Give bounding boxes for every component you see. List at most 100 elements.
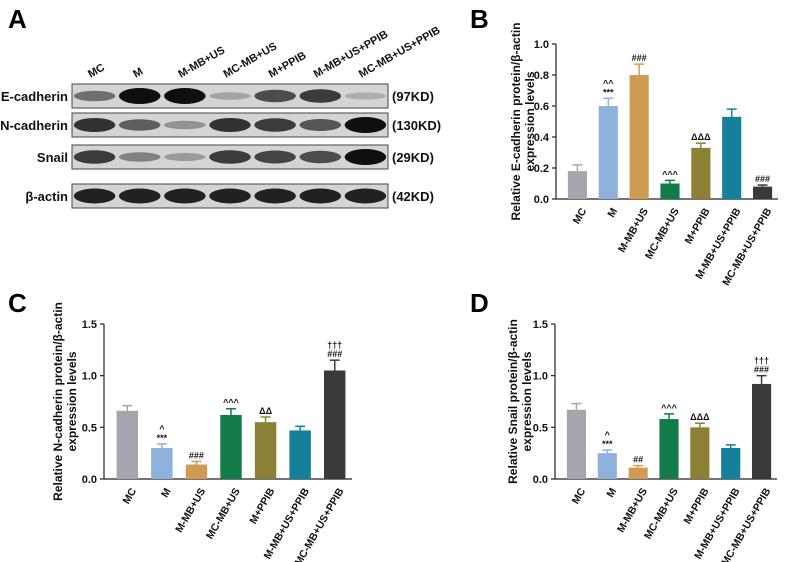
chart-panel-b: 0.0 0.2 0.4 0.6 0.8 1.0 Relative E-cadherin pr… [509, 22, 778, 288]
bar [151, 448, 173, 479]
blot-band [118, 152, 161, 162]
blot-band [164, 188, 206, 204]
bar [691, 147, 711, 199]
x-tick-label: M+PPIB [247, 486, 277, 526]
significance-marker: ## [633, 455, 643, 465]
bar [598, 106, 618, 199]
blot-band [209, 92, 251, 100]
blot-band [254, 89, 296, 103]
significance-marker: ΔΔΔ [691, 132, 711, 142]
significance-marker: *** [157, 433, 168, 443]
y-tick-label: 0.6 [534, 101, 549, 113]
blot-band [164, 88, 206, 104]
significance-marker: ### [755, 174, 770, 184]
significance-marker: ### [754, 365, 769, 375]
x-tick-label: M-MB+US [173, 486, 208, 535]
blot-lane-label: M-MB+US [176, 44, 227, 80]
y-tick-label: 0.4 [534, 132, 550, 144]
y-tick-label: 0.5 [82, 422, 97, 434]
x-tick-label: M [159, 486, 174, 500]
blot-size-label: (29KD) [392, 150, 434, 165]
blot-size-label: (130KD) [392, 118, 441, 133]
bar [660, 183, 680, 199]
x-tick-label: M [605, 206, 620, 220]
x-tick-label: M+PPIB [682, 486, 712, 526]
bar [690, 427, 710, 479]
bar [116, 410, 139, 479]
blot-band [118, 88, 161, 104]
significance-marker: *** [602, 439, 613, 449]
bar [289, 430, 311, 479]
blot-band [254, 188, 296, 204]
significance-marker: ^^^ [662, 169, 679, 179]
blot-band [209, 188, 251, 204]
significance-marker: ΔΔΔ [690, 412, 710, 422]
panel-letter-d: D [470, 288, 489, 318]
y-axis-label: Relative E-cadherin protein/β-actin [509, 22, 523, 220]
bar [753, 186, 773, 199]
blot-band [73, 188, 116, 204]
blot-band [118, 188, 161, 204]
x-tick-label: MC [571, 206, 590, 227]
significance-marker: ††† [754, 356, 769, 366]
panel-letter-b: B [470, 4, 489, 34]
y-tick-label: 0.0 [533, 474, 548, 486]
bar [721, 448, 741, 479]
blot-band [344, 188, 387, 204]
blot-band [299, 89, 342, 103]
significance-marker: ΔΔ [259, 406, 272, 416]
blot-band [299, 150, 342, 164]
x-tick-label: MC [570, 486, 589, 507]
chart-panel-d: 0.0 0.5 1.0 1.5 Relative Snail protein/β-act… [506, 319, 777, 562]
y-tick-label: 1.0 [533, 371, 548, 383]
blot-protein-label: β-actin [25, 189, 68, 204]
blot-lane-label: MC-MB+US+PPIB [357, 24, 442, 80]
bar [597, 453, 617, 479]
bar [629, 75, 649, 199]
blot-band [164, 120, 206, 130]
blot-band [73, 150, 116, 164]
blot-band [254, 150, 296, 164]
blot-band [344, 117, 387, 133]
blot-size-label: (97KD) [392, 89, 434, 104]
blot-band [73, 90, 116, 102]
blot-lane-label: M-MB+US+PPIB [312, 28, 391, 80]
y-axis-label: expression levels [520, 351, 534, 451]
bar [220, 414, 242, 479]
blot-band [118, 119, 161, 131]
blot-size-label: (42KD) [392, 189, 434, 204]
bar [566, 409, 586, 479]
y-tick-label: 0.2 [534, 163, 549, 175]
blot-band [344, 92, 387, 100]
bar [752, 383, 772, 479]
y-axis-label: Relative Snail protein/β-actin [506, 319, 520, 484]
y-tick-label: 1.0 [534, 39, 549, 51]
blot-protein-label: N-cadherin [0, 118, 68, 133]
significance-marker: ^^^ [223, 398, 240, 408]
y-axis-label: expression levels [523, 71, 537, 171]
blot-band [299, 119, 342, 131]
bar [254, 422, 277, 479]
y-tick-label: 0.5 [533, 422, 548, 434]
y-tick-label: 1.0 [82, 371, 97, 383]
x-tick-label: M-MB+US [615, 486, 650, 535]
significance-marker: ^ [605, 430, 611, 440]
bar [185, 464, 208, 479]
y-axis-label: Relative N-cadherin protein/β-actin [51, 302, 65, 501]
x-tick-label: MC-MB+US [204, 486, 243, 541]
blot-band [73, 118, 116, 132]
significance-marker: ^ [159, 424, 165, 434]
y-tick-label: 0.0 [82, 474, 97, 486]
bar [722, 116, 742, 199]
x-tick-label: M [604, 486, 619, 500]
significance-marker: ^^^ [661, 403, 678, 413]
blot-protein-label: Snail [37, 150, 68, 165]
y-axis-label: expression levels [65, 351, 79, 451]
blot-band [299, 188, 342, 204]
bar [567, 171, 587, 199]
chart-panel-c: 0.0 0.5 1.0 1.5 Relative N-cadherin protein/… [51, 302, 352, 562]
y-tick-label: 0.0 [534, 194, 549, 206]
blot-protein-label: E-cadherin [1, 89, 68, 104]
y-tick-label: 1.5 [82, 319, 97, 331]
